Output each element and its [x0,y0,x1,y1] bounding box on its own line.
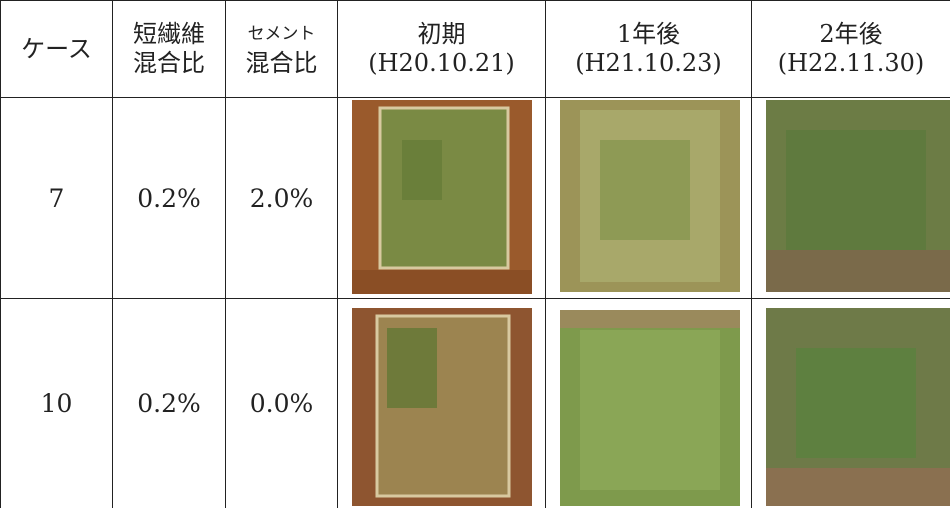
header-text: 混合比 [133,49,205,77]
header-text: セメント [247,24,316,44]
photo-cell [546,299,752,508]
header-text: 混合比 [245,49,318,77]
header-cell: 初期 (H20.10.21) [338,0,546,98]
data-cell: 0.2% [113,98,226,299]
data-cell: 0.0% [226,299,338,508]
photo [766,308,950,506]
header-cell: 2年後 (H22.11.30) [752,0,950,98]
header-cell: ケース [0,0,113,98]
data-cell: 7 [0,98,113,299]
cell-text: 0.0% [249,389,314,418]
cell-text: 10 [40,389,73,418]
header-cell: 1年後 (H21.10.23) [546,0,752,98]
header-text: 初期 [417,20,466,48]
photo-cell [338,299,546,508]
data-cell: 10 [0,299,113,508]
photo [560,310,740,506]
cell-text: 7 [48,183,65,213]
cell-text: 0.2% [137,389,201,418]
header-text: (H20.10.21) [368,49,515,77]
header-text: ケース [21,34,92,63]
photo-cell [752,98,950,299]
photo-cell [546,98,752,299]
photo [766,100,950,292]
header-text: 1年後 [616,20,681,48]
header-text: 短繊維 [133,20,205,48]
data-cell: 2.0% [226,98,338,299]
header-cell: 短繊維 混合比 [113,0,226,98]
photo [560,100,740,292]
header-text: (H22.11.30) [777,49,925,77]
header-text: (H21.10.23) [575,49,722,77]
photo [352,100,532,294]
cell-text: 0.2% [137,183,201,213]
photo [352,308,532,506]
header-cell: セメント 混合比 [226,0,338,98]
cell-text: 2.0% [249,183,314,213]
header-text: 2年後 [819,20,883,48]
data-cell: 0.2% [113,299,226,508]
photo-cell [338,98,546,299]
